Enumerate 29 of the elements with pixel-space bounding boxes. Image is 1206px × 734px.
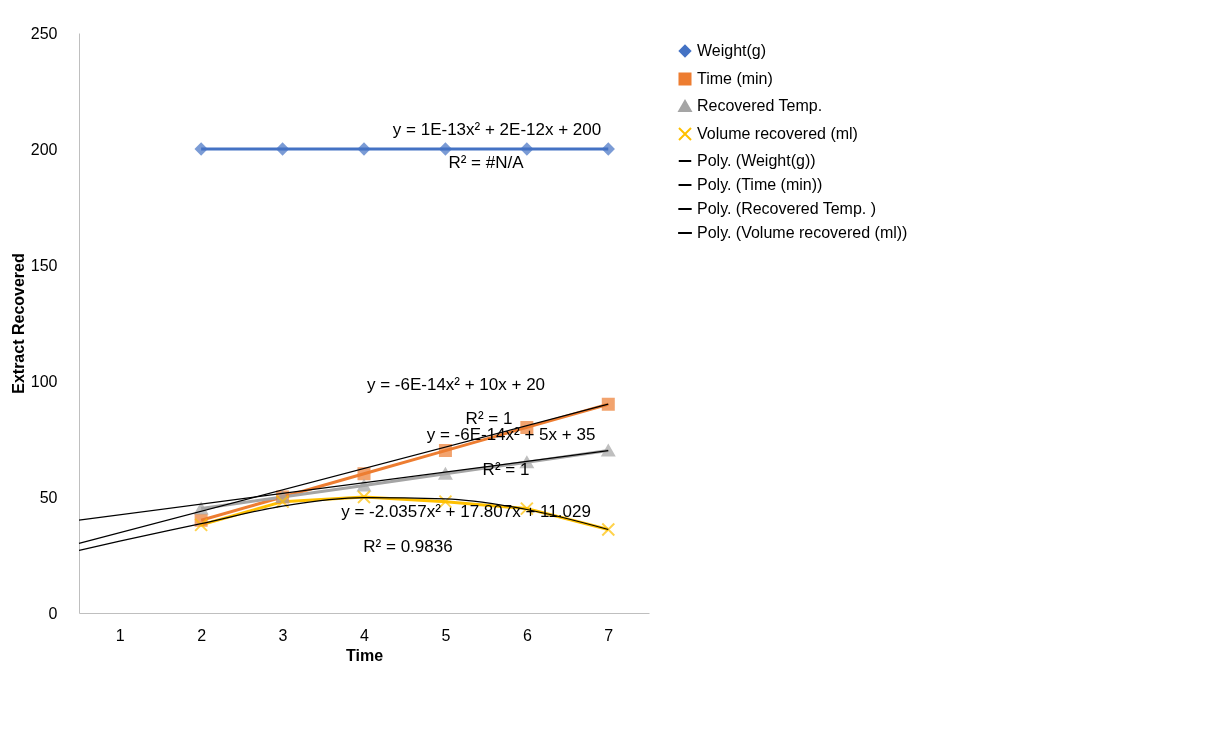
legend-label: Poly. (Recovered Temp. ) xyxy=(697,200,877,217)
annotation: R² = 0.9836 xyxy=(363,537,453,556)
annotation: R² = 1 xyxy=(465,409,513,428)
y-tick-label: 50 xyxy=(39,488,58,506)
y-tick-label: 150 xyxy=(30,256,58,274)
x-tick-label: 1 xyxy=(115,626,125,644)
legend-label: Poly. (Time (min)) xyxy=(697,176,823,193)
y-tick-label: 250 xyxy=(30,24,58,42)
y-tick-label: 200 xyxy=(30,140,58,158)
y-tick-label: 0 xyxy=(48,604,58,622)
x-tick-label: 7 xyxy=(604,626,614,644)
y-axis-title: Extract Recovered xyxy=(9,253,27,394)
annotation: y = 1E-13x² + 2E-12x + 200 xyxy=(392,120,602,139)
x-tick-label: 6 xyxy=(522,626,532,644)
legend-label: Poly. (Weight(g)) xyxy=(697,152,816,169)
legend-label: Poly. (Volume recovered (ml)) xyxy=(697,224,908,241)
annotation: R² = 1 xyxy=(482,460,530,479)
legend-label: Recovered Temp. xyxy=(697,97,823,114)
legend-label: Time (min) xyxy=(697,70,773,87)
annotation: y = -6E-14x² + 10x + 20 xyxy=(366,375,546,394)
x-tick-label: 3 xyxy=(278,626,288,644)
annotation: R² = #N/A xyxy=(448,153,525,172)
y-tick-label: 100 xyxy=(30,372,58,390)
legend-label: Volume recovered (ml) xyxy=(697,125,858,142)
x-tick-label: 4 xyxy=(360,626,370,644)
legend-label: Weight(g) xyxy=(697,42,767,59)
x-axis-title: Time xyxy=(345,646,384,664)
x-tick-label: 5 xyxy=(441,626,451,644)
x-tick-label: 2 xyxy=(197,626,207,644)
